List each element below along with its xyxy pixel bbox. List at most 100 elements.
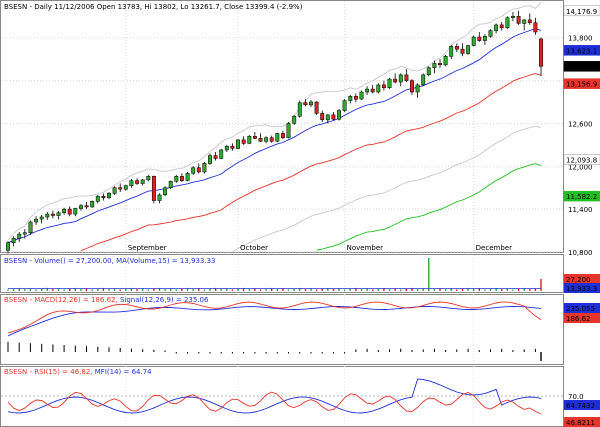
volume-bar [495, 287, 497, 291]
macd-histogram-bar [220, 352, 222, 354]
macd-histogram-bar [276, 352, 278, 354]
price-tag-label: 13,156.9 [566, 81, 597, 89]
volume-bar [529, 289, 531, 291]
volume-bar [372, 289, 374, 291]
volume-bar [501, 289, 503, 291]
candle-body [112, 187, 117, 194]
grid-lines [1, 1, 563, 426]
price-tick-label: 10,800 [568, 249, 593, 257]
volume-bar [405, 288, 407, 291]
volume-bar [428, 258, 430, 291]
candle-body [342, 100, 347, 111]
candle-body [522, 19, 527, 24]
volume-bar [338, 288, 340, 291]
candle-body [415, 84, 420, 93]
month-label: November [347, 244, 384, 252]
candle-body [6, 242, 10, 251]
volume-bar [181, 288, 183, 291]
candle-body [511, 16, 515, 18]
candle-body [471, 36, 476, 46]
candle-body [163, 187, 168, 196]
macd-title-part: Signal(12,26,9) = 235.06 [120, 296, 209, 304]
volume-tag-label: 27,200 [566, 276, 591, 284]
candle-body [466, 45, 471, 54]
candle-body [146, 176, 151, 181]
volume-bar [158, 287, 161, 291]
volume-bar [422, 288, 424, 291]
macd-histogram-bar [119, 348, 121, 352]
volume-bar [299, 287, 301, 291]
rsi-tag [564, 400, 600, 410]
candle-body [499, 24, 504, 29]
candle-body [454, 46, 459, 50]
volume-bar [523, 287, 525, 291]
candle-body [320, 113, 325, 121]
candle-body [39, 216, 44, 220]
rsi-title-part: BSESN - RSI(15) = 46.82, [4, 368, 95, 376]
price-tag-label: 13,399.4 [566, 63, 598, 71]
macd-line [7, 301, 542, 334]
candle-body [185, 173, 190, 181]
volume-tag [564, 274, 600, 284]
volume-bar [125, 288, 127, 291]
candle-body [17, 233, 22, 239]
macd-tag [564, 303, 600, 313]
candle-body [168, 181, 173, 188]
volume-bar [282, 288, 284, 291]
candle-body [494, 24, 499, 31]
macd-histogram-bar [243, 352, 245, 354]
candle-body [376, 84, 381, 93]
macd-histogram-bar [18, 342, 20, 352]
volume-bar [377, 288, 379, 291]
macd-histogram-bar [467, 348, 469, 352]
price-series [6, 1, 543, 254]
candle-body [404, 74, 409, 81]
candle-body [348, 96, 353, 101]
volume-bar [321, 288, 323, 291]
candle-body [393, 78, 398, 83]
volume-bar [175, 289, 177, 291]
volume-bar [113, 288, 116, 291]
volume-bar [130, 287, 133, 291]
rsi-series [1, 378, 563, 415]
month-label: September [128, 244, 167, 252]
volume-bar [7, 289, 9, 291]
macd-histogram-bar [456, 349, 458, 352]
macd-histogram-bar [198, 352, 200, 354]
volume-bar [467, 287, 469, 291]
volume-bar [534, 288, 537, 291]
volume-bar [304, 289, 307, 291]
macd-histogram-bar [29, 343, 31, 352]
month-label: December [476, 244, 512, 252]
ma-grey-line [232, 125, 542, 253]
candle-body [410, 80, 414, 93]
candle-body [460, 48, 465, 54]
volume-title: BSESN - Volume() = 27,200.00, MA(Volume,… [4, 257, 216, 265]
candle-body [309, 101, 313, 106]
candle-body [477, 36, 482, 41]
volume-bar [315, 289, 318, 291]
volume-bar [293, 288, 295, 291]
volume-bar [136, 289, 138, 291]
candle-body [56, 212, 61, 216]
price-tag-label: 12,093.8 [566, 157, 597, 165]
candle-body [79, 205, 83, 209]
volume-bar [433, 288, 436, 291]
macd-histogram-bar [130, 348, 132, 352]
candle-body [275, 133, 280, 142]
volume-bar [400, 289, 402, 291]
candle-body [280, 133, 285, 138]
volume-bar [142, 288, 144, 291]
candle-body [527, 19, 532, 24]
candle-body [34, 218, 39, 223]
candle-body [314, 101, 319, 114]
macd-title: BSESN - MACD(12,26) = 186.62, Signal(12,… [4, 296, 209, 304]
price-tag-label: 11,582.2 [566, 193, 597, 201]
price-tag [563, 45, 600, 56]
ma-green-line [316, 163, 542, 251]
price-tag [563, 5, 600, 17]
candle-body [387, 78, 392, 88]
volume-bar [91, 289, 93, 291]
price-tag-label: 13,623.1 [566, 47, 597, 55]
macd-histogram-bar [231, 352, 233, 354]
